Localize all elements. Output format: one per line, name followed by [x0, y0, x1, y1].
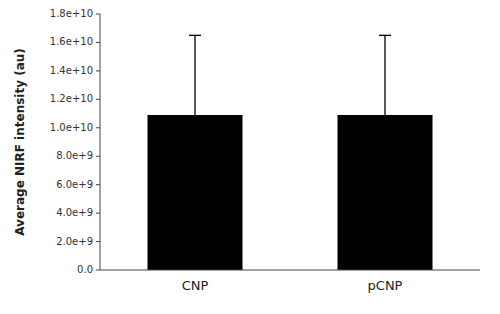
y-tick [96, 42, 100, 43]
error-line [384, 35, 385, 194]
y-tick-label: 1.4e+10 [50, 65, 93, 76]
x-tick-label: CNP [182, 278, 209, 293]
y-axis-label: Average NIRF intensity (au) [13, 48, 27, 236]
x-axis-line [100, 270, 480, 271]
y-tick [96, 156, 100, 157]
y-tick [96, 99, 100, 100]
y-tick [96, 184, 100, 185]
y-tick-label: 0.0 [77, 264, 93, 275]
error-line [194, 35, 195, 194]
chart: 0.0 2.0e+9 4.0e+9 6.0e+9 8.0e+9 1.0e+10 1.2e+1… [0, 0, 500, 314]
y-tick [96, 127, 100, 128]
y-tick-label: 1.8e+10 [50, 8, 93, 19]
error-bar [189, 35, 201, 194]
y-tick-label: 1.6e+10 [50, 36, 93, 47]
y-tick [96, 14, 100, 15]
error-bar [379, 35, 391, 194]
y-tick [96, 70, 100, 71]
y-tick-label: 1.2e+10 [50, 93, 93, 104]
error-cap [189, 194, 201, 195]
y-tick [96, 241, 100, 242]
x-tick-label: pCNP [368, 278, 403, 293]
y-tick [96, 213, 100, 214]
y-tick-label: 8.0e+9 [56, 150, 93, 161]
error-cap [379, 35, 391, 36]
y-axis-line [100, 14, 101, 270]
y-tick-label: 2.0e+9 [56, 236, 93, 247]
error-cap [189, 35, 201, 36]
y-tick-label: 1.0e+10 [50, 122, 93, 133]
y-tick [96, 270, 100, 271]
plot-area [148, 35, 433, 270]
y-tick-label: 4.0e+9 [56, 207, 93, 218]
error-cap [379, 194, 391, 195]
y-tick-label: 6.0e+9 [56, 179, 93, 190]
